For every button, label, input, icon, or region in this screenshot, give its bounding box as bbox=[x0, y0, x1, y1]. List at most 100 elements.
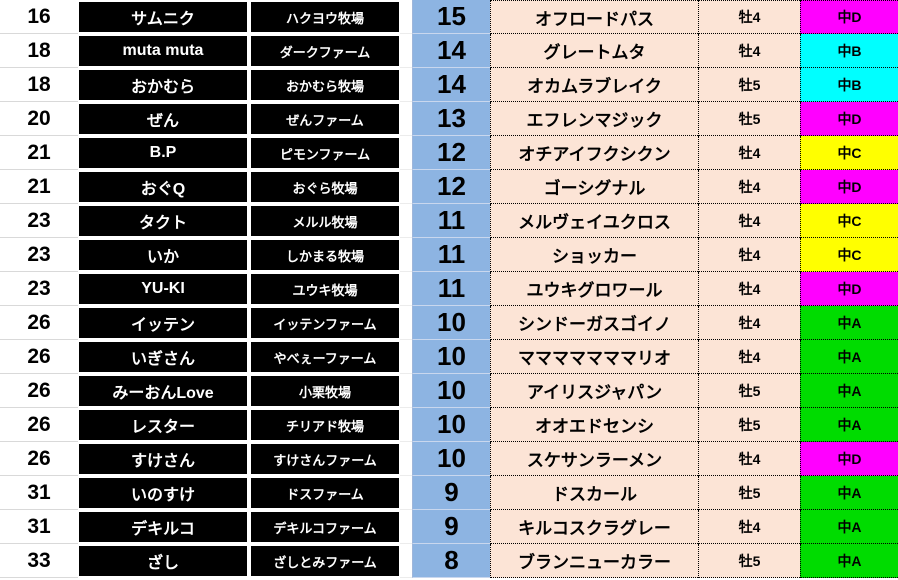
rank-cell[interactable]: 16 bbox=[0, 0, 78, 34]
sex-age-cell[interactable]: 牡5 bbox=[698, 374, 800, 408]
points-cell[interactable]: 12 bbox=[412, 170, 490, 204]
sex-age-cell[interactable]: 牡4 bbox=[698, 238, 800, 272]
grade-cell[interactable]: 中D bbox=[800, 442, 898, 476]
grade-cell[interactable]: 中A bbox=[800, 476, 898, 510]
grade-cell[interactable]: 中D bbox=[800, 102, 898, 136]
owner-cell[interactable]: B.P bbox=[78, 136, 249, 170]
horse-cell[interactable]: オオエドセンシ bbox=[490, 408, 698, 442]
farm-cell[interactable]: ぜんファーム bbox=[249, 102, 400, 136]
owner-cell[interactable]: muta muta bbox=[78, 34, 249, 68]
farm-cell[interactable]: ピモンファーム bbox=[249, 136, 400, 170]
sex-age-cell[interactable]: 牡4 bbox=[698, 204, 800, 238]
owner-cell[interactable]: いのすけ bbox=[78, 476, 249, 510]
farm-cell[interactable]: メルル牧場 bbox=[249, 204, 400, 238]
points-cell[interactable]: 14 bbox=[412, 34, 490, 68]
points-cell[interactable]: 14 bbox=[412, 68, 490, 102]
sex-age-cell[interactable]: 牡5 bbox=[698, 408, 800, 442]
sex-age-cell[interactable]: 牡5 bbox=[698, 68, 800, 102]
rank-cell[interactable]: 18 bbox=[0, 34, 78, 68]
grade-cell[interactable]: 中A bbox=[800, 510, 898, 544]
grade-cell[interactable]: 中C bbox=[800, 238, 898, 272]
farm-cell[interactable]: おぐら牧場 bbox=[249, 170, 400, 204]
rank-cell[interactable]: 26 bbox=[0, 374, 78, 408]
points-cell[interactable]: 10 bbox=[412, 374, 490, 408]
horse-cell[interactable]: シンドーガスゴイノ bbox=[490, 306, 698, 340]
horse-cell[interactable]: エフレンマジック bbox=[490, 102, 698, 136]
points-cell[interactable]: 10 bbox=[412, 340, 490, 374]
rank-cell[interactable]: 23 bbox=[0, 272, 78, 306]
horse-cell[interactable]: ユウキグロワール bbox=[490, 272, 698, 306]
owner-cell[interactable]: いか bbox=[78, 238, 249, 272]
horse-cell[interactable]: グレートムタ bbox=[490, 34, 698, 68]
points-cell[interactable]: 11 bbox=[412, 204, 490, 238]
farm-cell[interactable]: ユウキ牧場 bbox=[249, 272, 400, 306]
horse-cell[interactable]: オチアイフクシクン bbox=[490, 136, 698, 170]
rank-cell[interactable]: 21 bbox=[0, 136, 78, 170]
grade-cell[interactable]: 中C bbox=[800, 136, 898, 170]
grade-cell[interactable]: 中A bbox=[800, 340, 898, 374]
horse-cell[interactable]: オフロードパス bbox=[490, 0, 698, 34]
grade-cell[interactable]: 中A bbox=[800, 306, 898, 340]
horse-cell[interactable]: ショッカー bbox=[490, 238, 698, 272]
points-cell[interactable]: 8 bbox=[412, 544, 490, 578]
points-cell[interactable]: 12 bbox=[412, 136, 490, 170]
owner-cell[interactable]: いぎさん bbox=[78, 340, 249, 374]
points-cell[interactable]: 10 bbox=[412, 306, 490, 340]
grade-cell[interactable]: 中C bbox=[800, 204, 898, 238]
horse-cell[interactable]: マママママママリオ bbox=[490, 340, 698, 374]
sex-age-cell[interactable]: 牡5 bbox=[698, 476, 800, 510]
rank-cell[interactable]: 18 bbox=[0, 68, 78, 102]
owner-cell[interactable]: デキルコ bbox=[78, 510, 249, 544]
horse-cell[interactable]: キルコスクラグレー bbox=[490, 510, 698, 544]
sex-age-cell[interactable]: 牡4 bbox=[698, 170, 800, 204]
rank-cell[interactable]: 20 bbox=[0, 102, 78, 136]
farm-cell[interactable]: ざしとみファーム bbox=[249, 544, 400, 578]
horse-cell[interactable]: アイリスジャパン bbox=[490, 374, 698, 408]
farm-cell[interactable]: イッテンファーム bbox=[249, 306, 400, 340]
farm-cell[interactable]: 小栗牧場 bbox=[249, 374, 400, 408]
farm-cell[interactable]: やべぇーファーム bbox=[249, 340, 400, 374]
sex-age-cell[interactable]: 牡5 bbox=[698, 102, 800, 136]
rank-cell[interactable]: 26 bbox=[0, 408, 78, 442]
owner-cell[interactable]: イッテン bbox=[78, 306, 249, 340]
owner-cell[interactable]: おぐQ bbox=[78, 170, 249, 204]
farm-cell[interactable]: ドスファーム bbox=[249, 476, 400, 510]
grade-cell[interactable]: 中A bbox=[800, 374, 898, 408]
owner-cell[interactable]: サムニク bbox=[78, 0, 249, 34]
owner-cell[interactable]: ぜん bbox=[78, 102, 249, 136]
farm-cell[interactable]: チリアド牧場 bbox=[249, 408, 400, 442]
rank-cell[interactable]: 26 bbox=[0, 306, 78, 340]
horse-cell[interactable]: ゴーシグナル bbox=[490, 170, 698, 204]
owner-cell[interactable]: タクト bbox=[78, 204, 249, 238]
farm-cell[interactable]: ハクヨウ牧場 bbox=[249, 0, 400, 34]
points-cell[interactable]: 13 bbox=[412, 102, 490, 136]
owner-cell[interactable]: おかむら bbox=[78, 68, 249, 102]
sex-age-cell[interactable]: 牡4 bbox=[698, 340, 800, 374]
sex-age-cell[interactable]: 牡4 bbox=[698, 442, 800, 476]
farm-cell[interactable]: しかまる牧場 bbox=[249, 238, 400, 272]
rank-cell[interactable]: 21 bbox=[0, 170, 78, 204]
points-cell[interactable]: 10 bbox=[412, 442, 490, 476]
points-cell[interactable]: 9 bbox=[412, 476, 490, 510]
grade-cell[interactable]: 中B bbox=[800, 34, 898, 68]
sex-age-cell[interactable]: 牡4 bbox=[698, 272, 800, 306]
grade-cell[interactable]: 中B bbox=[800, 68, 898, 102]
sex-age-cell[interactable]: 牡4 bbox=[698, 34, 800, 68]
rank-cell[interactable]: 33 bbox=[0, 544, 78, 578]
sex-age-cell[interactable]: 牡5 bbox=[698, 544, 800, 578]
rank-cell[interactable]: 23 bbox=[0, 204, 78, 238]
sex-age-cell[interactable]: 牡4 bbox=[698, 510, 800, 544]
points-cell[interactable]: 10 bbox=[412, 408, 490, 442]
points-cell[interactable]: 11 bbox=[412, 238, 490, 272]
sex-age-cell[interactable]: 牡4 bbox=[698, 306, 800, 340]
farm-cell[interactable]: おかむら牧場 bbox=[249, 68, 400, 102]
grade-cell[interactable]: 中D bbox=[800, 272, 898, 306]
farm-cell[interactable]: デキルコファーム bbox=[249, 510, 400, 544]
rank-cell[interactable]: 26 bbox=[0, 340, 78, 374]
grade-cell[interactable]: 中D bbox=[800, 170, 898, 204]
farm-cell[interactable]: すけさんファーム bbox=[249, 442, 400, 476]
owner-cell[interactable]: みーおんLove bbox=[78, 374, 249, 408]
horse-cell[interactable]: スケサンラーメン bbox=[490, 442, 698, 476]
owner-cell[interactable]: レスター bbox=[78, 408, 249, 442]
points-cell[interactable]: 11 bbox=[412, 272, 490, 306]
